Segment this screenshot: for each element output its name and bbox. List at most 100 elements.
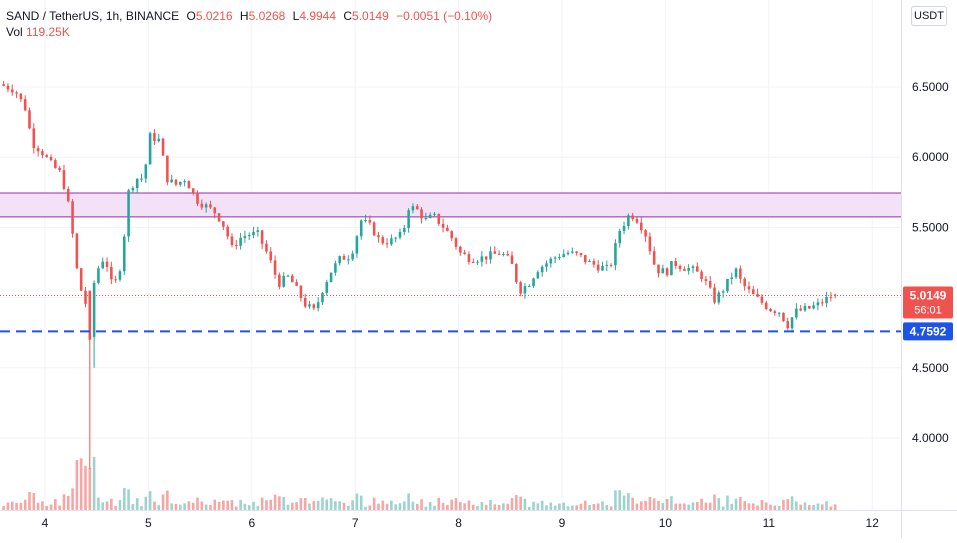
candle-body bbox=[799, 308, 802, 311]
volume-bar bbox=[260, 497, 264, 510]
candle-body bbox=[777, 312, 781, 314]
candle-body bbox=[605, 264, 609, 266]
candle-body bbox=[377, 235, 380, 238]
candle-body bbox=[303, 297, 307, 307]
volume-bar bbox=[291, 502, 294, 510]
candle-body bbox=[278, 274, 281, 287]
candle-body bbox=[700, 271, 703, 280]
volume-bar bbox=[553, 505, 557, 510]
volume-bar bbox=[437, 497, 441, 510]
candle-body bbox=[734, 268, 738, 278]
candle-body bbox=[226, 226, 229, 237]
candle-body bbox=[730, 277, 734, 279]
volume-bar bbox=[140, 506, 143, 510]
volume-bar bbox=[325, 499, 329, 510]
candle-body bbox=[506, 254, 510, 256]
low-label: L bbox=[292, 9, 300, 23]
candle-body bbox=[71, 201, 74, 234]
volume-bar bbox=[368, 505, 372, 510]
high-label: H bbox=[239, 9, 249, 23]
candle-body bbox=[717, 292, 721, 303]
candle-body bbox=[493, 251, 497, 254]
close-value: 5.0149 bbox=[352, 9, 389, 23]
volume-bar bbox=[191, 502, 195, 510]
volume-bar bbox=[790, 496, 794, 510]
volume-bar bbox=[700, 498, 703, 510]
candle-body bbox=[308, 304, 311, 307]
currency-button[interactable]: USDT bbox=[911, 6, 947, 26]
volume-bar bbox=[88, 468, 92, 510]
candle-body bbox=[243, 236, 247, 238]
candle-body bbox=[131, 188, 135, 191]
volume-label[interactable]: Vol bbox=[6, 25, 23, 39]
volume-bar bbox=[6, 502, 10, 510]
candle-body bbox=[657, 264, 660, 274]
open-label: O bbox=[186, 9, 196, 23]
candle-body bbox=[260, 230, 264, 244]
candle-body bbox=[295, 282, 298, 286]
candle-body bbox=[471, 262, 475, 264]
candle-body bbox=[721, 291, 725, 293]
open-value: 5.0216 bbox=[195, 9, 233, 23]
volume-bar bbox=[84, 465, 87, 510]
volume-bar bbox=[502, 503, 505, 510]
candle-body bbox=[291, 275, 294, 283]
volume-bar bbox=[540, 500, 544, 510]
candle-body bbox=[342, 256, 346, 260]
candle-body bbox=[588, 260, 591, 262]
volume-bar bbox=[764, 502, 768, 510]
support-price-badge: 4.7592 bbox=[903, 322, 953, 341]
time-tick-label: 11 bbox=[763, 516, 776, 530]
volume-bar bbox=[187, 501, 191, 510]
volume-bar bbox=[174, 504, 178, 510]
volume-bar bbox=[105, 501, 109, 510]
candle-body bbox=[127, 190, 130, 237]
volume-bar bbox=[114, 506, 117, 510]
volume-bar bbox=[459, 502, 462, 510]
candle-body bbox=[476, 261, 479, 263]
volume-bar bbox=[282, 497, 285, 510]
volume-bar bbox=[683, 503, 686, 510]
volume-bar bbox=[471, 504, 475, 510]
volume-bar bbox=[808, 504, 811, 510]
candle-body bbox=[751, 289, 755, 295]
candle-body bbox=[579, 253, 583, 256]
candle-body bbox=[441, 223, 445, 228]
candle-body bbox=[670, 261, 673, 276]
volume-bar bbox=[506, 503, 510, 510]
candle-body bbox=[523, 286, 527, 294]
volume-bar bbox=[110, 498, 113, 510]
candle-body bbox=[467, 254, 471, 263]
volume-bar bbox=[204, 504, 208, 510]
candle-body bbox=[247, 235, 251, 237]
volume-bar bbox=[157, 505, 161, 510]
candle-body bbox=[786, 321, 790, 329]
candle-body bbox=[545, 263, 548, 267]
volume-bar bbox=[10, 501, 14, 510]
candle-body bbox=[256, 230, 260, 232]
candlesticks bbox=[2, 81, 837, 469]
candle-body bbox=[484, 256, 488, 260]
candle-body bbox=[739, 268, 742, 279]
candle-body bbox=[515, 263, 518, 283]
volume-bar bbox=[829, 506, 833, 510]
price-badges: 5.0149 56:01 4.7592 bbox=[903, 286, 953, 341]
candle-body bbox=[769, 308, 772, 312]
change-value: −0.0051 (−0.10%) bbox=[396, 9, 493, 23]
volume-bar bbox=[536, 503, 540, 510]
candle-body bbox=[489, 251, 492, 260]
volume-bar bbox=[127, 489, 130, 510]
candle-body bbox=[204, 204, 208, 208]
candle-body bbox=[161, 138, 165, 156]
symbol-title[interactable]: SAND / TetherUS, 1h, BINANCE bbox=[6, 9, 180, 23]
volume-bar bbox=[312, 501, 316, 510]
volume-bar bbox=[497, 505, 501, 510]
candle-body bbox=[217, 213, 221, 222]
support-price-value: 4.7592 bbox=[910, 324, 947, 338]
candle-body bbox=[687, 268, 690, 271]
candle-body bbox=[833, 294, 837, 296]
volume-bar bbox=[575, 505, 578, 510]
volume-bar bbox=[639, 501, 643, 510]
